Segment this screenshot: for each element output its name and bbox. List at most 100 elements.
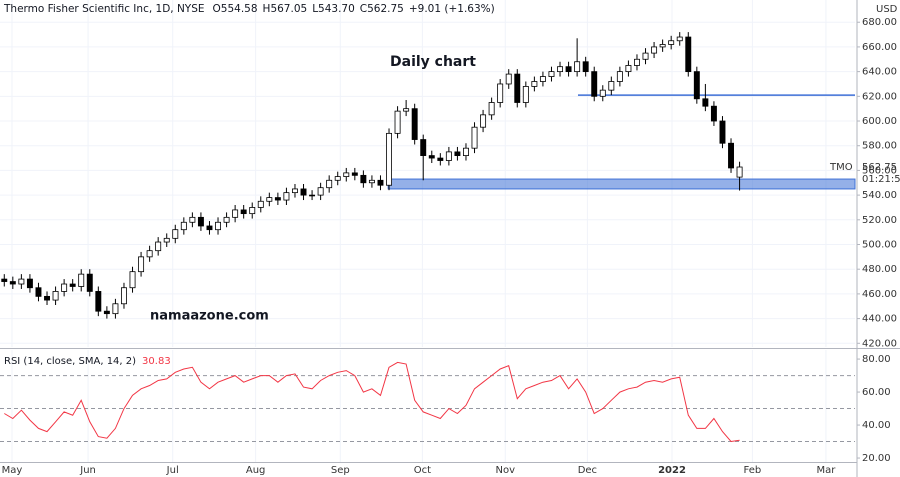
- candle-body: [676, 36, 683, 42]
- candle-body: [625, 65, 632, 73]
- rsi-last-value: 30.83: [142, 356, 171, 367]
- y-tick-label: 520.00: [862, 215, 897, 226]
- y-tick-label: 660.00: [862, 42, 897, 53]
- candle-body: [651, 46, 658, 54]
- candle-body: [274, 197, 281, 201]
- y-tick-label: 680.00: [862, 17, 897, 28]
- candle-body: [172, 229, 179, 239]
- y-tick-label: 540.00: [862, 190, 897, 201]
- candle-body: [582, 61, 589, 73]
- annotation: namaazone.com: [150, 309, 269, 324]
- candle-body: [26, 278, 33, 289]
- candle-body: [505, 73, 512, 85]
- candle-body: [223, 216, 230, 223]
- candle-body: [368, 179, 375, 184]
- grid: [0, 0, 855, 462]
- y-tick-label: 80.00: [862, 354, 891, 365]
- candle-body: [574, 61, 581, 73]
- x-tick-label: Feb: [744, 465, 762, 476]
- candle-body: [44, 295, 50, 301]
- y-tick-label: 460.00: [862, 289, 897, 300]
- indicator-title: RSI (14, close, SMA, 14, 2) 30.83: [4, 356, 171, 367]
- candle-body: [61, 283, 68, 292]
- y-tick-label: 580.00: [862, 141, 897, 152]
- currency: USD: [876, 4, 898, 15]
- countdown: 01:21:55: [862, 174, 900, 185]
- candle-body: [163, 237, 170, 243]
- candle-body: [702, 98, 709, 107]
- y-tick-label: 600.00: [862, 116, 897, 127]
- candle-body: [599, 89, 606, 97]
- candle-body: [710, 105, 717, 122]
- y-tick-label: 500.00: [862, 240, 897, 251]
- candle-body: [522, 86, 529, 103]
- y-tick-label: 40.00: [862, 420, 891, 431]
- candle-body: [360, 174, 367, 184]
- candle-body: [377, 179, 384, 186]
- x-tick-label: Aug: [246, 465, 266, 476]
- y-tick-label: 620.00: [862, 91, 897, 102]
- candle-body: [642, 52, 649, 60]
- y-tick-label: 480.00: [862, 264, 897, 275]
- x-tick-label: Nov: [496, 465, 516, 476]
- candle-body: [497, 83, 504, 103]
- candle-body: [514, 73, 521, 103]
- x-tick-label: May: [2, 465, 23, 476]
- x-tick-label: Mar: [816, 465, 836, 476]
- candle-body: [351, 172, 358, 176]
- candle-body: [86, 273, 93, 292]
- candle-body: [728, 142, 734, 169]
- candle-body: [386, 132, 392, 186]
- candle-body: [112, 303, 119, 315]
- candle-body: [608, 81, 615, 91]
- candle-body: [480, 114, 487, 128]
- candle-body: [736, 166, 743, 178]
- candle-body: [591, 71, 598, 97]
- candle-body: [35, 287, 42, 297]
- x-tick-label: Jul: [166, 465, 179, 476]
- candle-body: [138, 256, 145, 273]
- x-tick-label: Jun: [79, 465, 96, 476]
- candle-body: [668, 40, 675, 45]
- candle-body: [693, 71, 700, 100]
- rsi-line: [4, 361, 740, 443]
- candle-body: [403, 108, 410, 112]
- ticker-label: TMO: [829, 162, 853, 173]
- candle-body: [343, 172, 350, 177]
- candle-body: [685, 36, 692, 73]
- candle-body: [257, 200, 264, 208]
- support-zone: [387, 178, 856, 190]
- candle-body: [634, 58, 640, 66]
- last-price-label: 562.75: [862, 162, 897, 173]
- candle-body: [189, 216, 196, 223]
- candle-body: [411, 108, 418, 140]
- candle-body: [463, 147, 469, 156]
- candle-body: [52, 291, 59, 301]
- candle-body: [300, 188, 307, 196]
- candle-body: [283, 192, 290, 201]
- candle-body: [155, 241, 162, 252]
- candle-body: [719, 120, 726, 144]
- candle-body: [531, 81, 538, 87]
- rsi-label: RSI (14, close, SMA, 14, 2): [4, 356, 136, 367]
- x-tick-label: Oct: [414, 465, 431, 476]
- y-tick-label: 560.00: [862, 165, 897, 176]
- candle-body: [428, 155, 435, 159]
- candle-body: [488, 102, 495, 116]
- candle-body: [557, 66, 563, 73]
- candle-body: [659, 44, 666, 48]
- y-tick-label: 420.00: [862, 338, 897, 349]
- candle-body: [317, 187, 324, 196]
- candle-body: [249, 207, 256, 215]
- candle-body: [309, 194, 316, 197]
- candle-body: [326, 179, 333, 189]
- ohlc-close: C562.75: [360, 3, 404, 15]
- y-tick-label: 60.00: [862, 387, 891, 398]
- candle-body: [146, 250, 153, 258]
- candle-body: [445, 151, 452, 161]
- candle-body: [539, 76, 546, 82]
- chart-header: Thermo Fisher Scientific Inc, 1D, NYSE O5…: [3, 3, 495, 15]
